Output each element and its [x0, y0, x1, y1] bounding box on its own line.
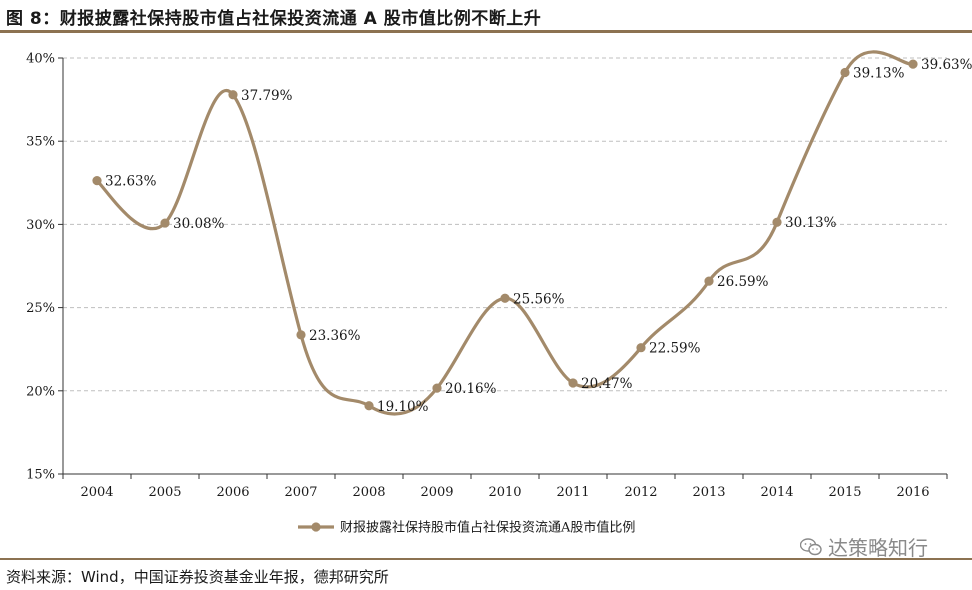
x-tick-label: 2012	[624, 485, 657, 500]
x-tick-label: 2013	[692, 485, 725, 500]
data-label: 19.10%	[377, 399, 429, 415]
y-tick-label: 20%	[26, 384, 55, 399]
x-tick-label: 2009	[420, 485, 453, 500]
data-label: 39.63%	[921, 57, 972, 73]
data-label: 20.16%	[445, 381, 497, 397]
data-point	[500, 293, 510, 303]
data-label: 20.47%	[581, 376, 633, 392]
gridlines	[63, 57, 947, 392]
series-path	[95, 50, 914, 416]
y-tick-label: 15%	[26, 468, 55, 483]
wechat-icon	[800, 537, 822, 555]
x-tick-label: 2007	[284, 485, 317, 500]
x-tick-label: 2005	[148, 485, 181, 500]
watermark-text: 达策略知行	[828, 536, 928, 560]
data-label: 37.79%	[241, 88, 293, 104]
legend-marker	[311, 522, 321, 532]
legend-label: 财报披露社保持股市值占社保投资流通A股市值比例	[340, 520, 635, 536]
y-tick-label: 25%	[26, 301, 55, 316]
y-tick-label: 40%	[26, 52, 55, 67]
data-label: 39.13%	[853, 65, 905, 81]
data-labels: 32.63% 30.08% 37.79% 23.36% 19.10% 20.16% 25.5…	[105, 57, 972, 415]
figure-title: 图 8：财报披露社保持股市值占社保投资流通 A 股市值比例不断上升	[6, 9, 542, 29]
legend: 财报披露社保持股市值占社保投资流通A股市值比例	[298, 520, 635, 536]
data-label: 25.56%	[513, 291, 565, 307]
data-point	[432, 383, 442, 393]
data-point	[160, 218, 170, 228]
data-point	[704, 276, 714, 286]
axes: 15% 20% 25% 30% 35% 40% 2004 2005 2006 2007 2008 20…	[26, 52, 948, 500]
data-label: 26.59%	[717, 274, 769, 290]
data-point	[636, 343, 646, 353]
watermark: 达策略知行	[800, 532, 928, 561]
data-point	[840, 67, 850, 78]
data-point	[228, 90, 238, 100]
data-point	[908, 59, 918, 69]
y-tick-label: 35%	[26, 135, 55, 150]
data-point	[92, 176, 102, 186]
data-label: 23.36%	[309, 328, 361, 344]
data-label: 22.59%	[649, 341, 701, 357]
x-tick-label: 2004	[80, 485, 113, 500]
title-divider	[0, 30, 972, 33]
x-tick-label: 2010	[488, 485, 521, 500]
data-label: 32.63%	[105, 174, 157, 190]
x-tick-label: 2008	[352, 485, 385, 500]
x-tick-label: 2006	[216, 485, 249, 500]
data-point	[364, 401, 374, 411]
y-tick-label: 30%	[26, 218, 55, 233]
source-note: 资料来源：Wind，中国证券投资基金业年报，德邦研究所	[6, 568, 389, 586]
series-line	[92, 50, 918, 416]
data-point	[772, 217, 782, 227]
x-tick-label: 2015	[828, 485, 861, 500]
footer-divider	[0, 558, 972, 560]
x-tick-label: 2016	[896, 485, 929, 500]
data-label: 30.13%	[785, 215, 837, 231]
data-point	[296, 330, 306, 340]
line-chart: 15% 20% 25% 30% 35% 40% 2004 2005 2006 2007 2008 20…	[26, 50, 972, 536]
x-tick-label: 2011	[556, 485, 589, 500]
x-tick-label: 2014	[760, 485, 793, 500]
data-label: 30.08%	[173, 216, 225, 232]
data-point	[568, 378, 578, 388]
